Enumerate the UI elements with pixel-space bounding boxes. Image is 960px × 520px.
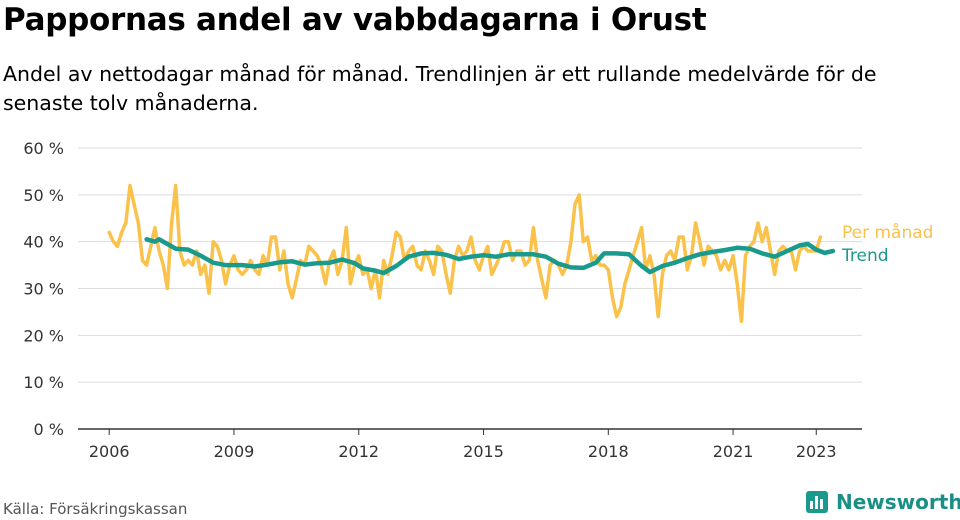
y-tick-label: 30 % bbox=[23, 280, 64, 299]
x-tick-label: 2006 bbox=[89, 442, 130, 461]
series-labels: Per månad Trend bbox=[841, 222, 933, 266]
x-tick-label: 2015 bbox=[463, 442, 504, 461]
y-tick-label: 50 % bbox=[23, 186, 64, 205]
x-tick-label: 2009 bbox=[214, 442, 255, 461]
series-label-per-manad: Per månad bbox=[842, 222, 933, 243]
x-tick-label: 2021 bbox=[713, 442, 754, 461]
x-tick-label: 2012 bbox=[338, 442, 379, 461]
series-lines bbox=[107, 183, 836, 324]
newsworthy-logo-icon bbox=[806, 491, 828, 513]
y-tick-label: 60 % bbox=[23, 139, 64, 158]
source-note: Källa: Försäkringskassan bbox=[3, 500, 188, 518]
y-axis-ticks: 0 % 10 % 20 % 30 % 40 % 50 % 60 % bbox=[23, 139, 64, 439]
brand: Newsworthy bbox=[806, 490, 960, 514]
y-tick-label: 10 % bbox=[23, 373, 64, 392]
y-tick-label: 0 % bbox=[34, 420, 64, 439]
line-chart: 0 % 10 % 20 % 30 % 40 % 50 % 60 % 2006 2009 2012… bbox=[23, 139, 933, 461]
series-line-trend bbox=[144, 237, 836, 276]
x-tick-label: 2023 bbox=[796, 442, 837, 461]
chart-subtitle: Andel av nettodagar månad för månad. Tre… bbox=[3, 62, 877, 115]
series-label-trend: Trend bbox=[841, 246, 889, 266]
x-axis-ticks: 2006 2009 2012 2015 2018 2021 2023 bbox=[89, 429, 837, 461]
y-tick-label: 40 % bbox=[23, 233, 64, 252]
x-tick-label: 2018 bbox=[588, 442, 629, 461]
y-tick-label: 20 % bbox=[23, 326, 64, 345]
brand-name: Newsworthy bbox=[836, 490, 960, 514]
chart-title: Pappornas andel av vabbdagarna i Orust bbox=[3, 2, 707, 38]
